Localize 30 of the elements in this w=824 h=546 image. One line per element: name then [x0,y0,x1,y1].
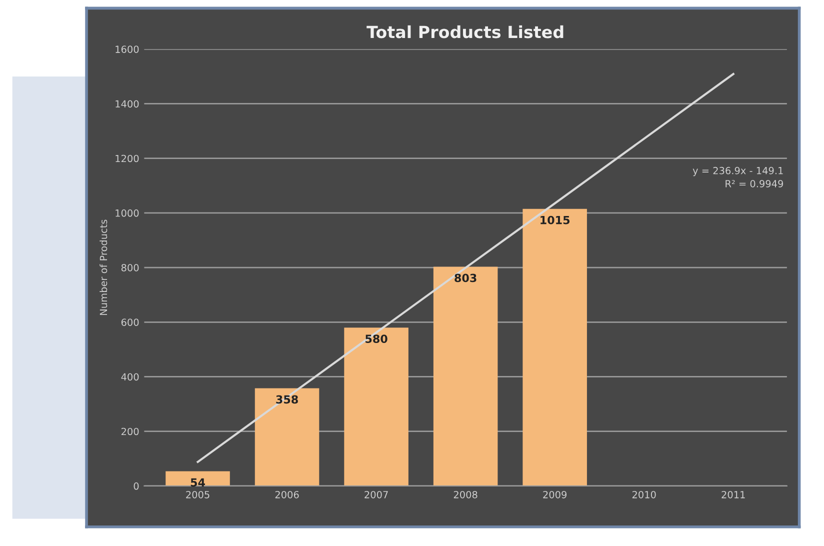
data-label: 1015 [540,216,570,224]
data-label: 54 [190,478,205,487]
y-tick-label: 0 [134,482,139,490]
bar [344,328,408,486]
x-tick-label: 2009 [543,490,567,498]
y-tick-label: 800 [121,264,139,272]
y-tick-label: 1000 [116,209,139,217]
x-tick-label: 2005 [186,490,210,498]
bar [254,388,320,486]
annotation: R² = 0.9949 [726,180,784,188]
data-label: 358 [276,395,298,404]
x-tick-label: 2007 [364,490,388,498]
bar [433,266,498,486]
chart-title: Total Products Listed [366,25,564,38]
y-tick-label: 600 [121,318,139,326]
annotation: y = 236.9x - 149.1 [692,166,783,176]
x-tick-label: 2008 [454,490,478,498]
y-tick-label: 1400 [116,100,139,108]
x-tick-label: 2011 [722,490,745,498]
y-axis-title: Number of Products [100,220,108,315]
y-tick-label: 1600 [116,46,139,53]
y-tick-label: 200 [121,428,139,436]
data-label: 580 [366,334,388,344]
y-tick-label: 400 [121,373,139,381]
y-tick-label: 1200 [116,154,139,162]
x-tick-label: 2010 [632,490,656,498]
x-tick-label: 2006 [275,490,299,498]
bar [166,471,230,486]
data-label: 803 [454,274,476,282]
bar [522,208,587,486]
